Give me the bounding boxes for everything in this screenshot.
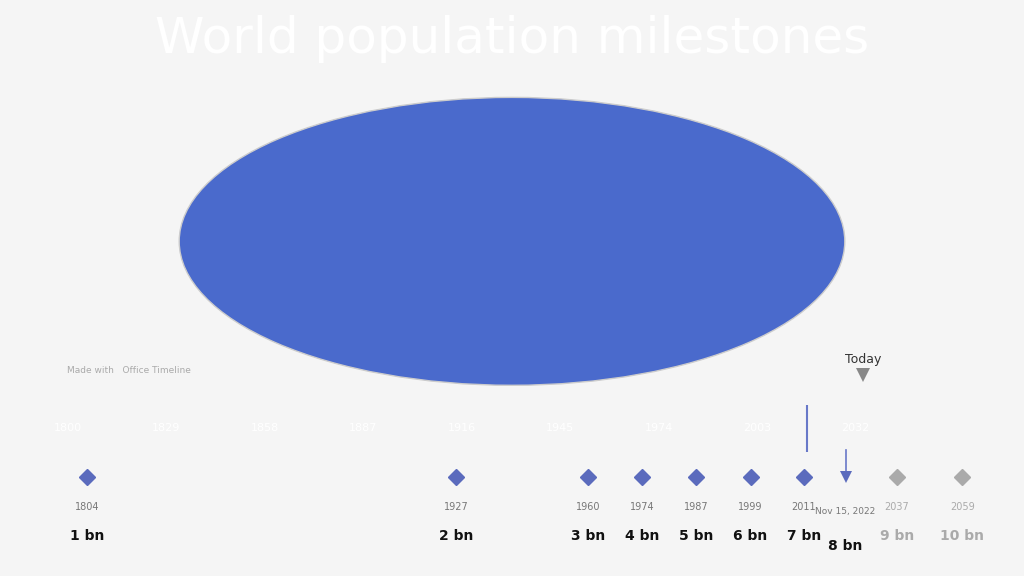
Text: 1987: 1987: [684, 502, 709, 511]
Text: 1 bn: 1 bn: [70, 529, 104, 543]
Text: World population milestones: World population milestones: [155, 15, 869, 63]
Text: 2011: 2011: [792, 502, 816, 511]
Ellipse shape: [179, 97, 845, 385]
Text: 8 bn: 8 bn: [828, 539, 863, 553]
Text: 1960: 1960: [575, 502, 600, 511]
Text: 10 bn: 10 bn: [940, 529, 984, 543]
Text: 2003: 2003: [742, 423, 771, 433]
Text: 1858: 1858: [251, 423, 279, 433]
Text: 2032: 2032: [841, 423, 869, 433]
Text: 7 bn: 7 bn: [786, 529, 821, 543]
Text: Made with   Office Timeline: Made with Office Timeline: [67, 366, 190, 376]
Text: 5 bn: 5 bn: [679, 529, 714, 543]
Text: 1974: 1974: [630, 502, 654, 511]
Text: 3 bn: 3 bn: [571, 529, 605, 543]
Text: 1804: 1804: [75, 502, 99, 511]
Text: 2 bn: 2 bn: [438, 529, 473, 543]
Text: Nov 15, 2022: Nov 15, 2022: [815, 507, 876, 516]
Text: 1800: 1800: [54, 423, 82, 433]
Text: 1887: 1887: [349, 423, 378, 433]
Text: Today: Today: [845, 353, 882, 366]
Text: 2059: 2059: [950, 502, 975, 511]
Text: 1829: 1829: [153, 423, 180, 433]
Text: 1974: 1974: [644, 423, 673, 433]
Text: 6 bn: 6 bn: [733, 529, 768, 543]
Text: 1916: 1916: [447, 423, 475, 433]
Text: 1927: 1927: [443, 502, 468, 511]
Text: 1945: 1945: [546, 423, 574, 433]
Text: 2037: 2037: [885, 502, 909, 511]
Text: 9 bn: 9 bn: [880, 529, 914, 543]
Text: 1999: 1999: [738, 502, 763, 511]
Text: 4 bn: 4 bn: [625, 529, 659, 543]
